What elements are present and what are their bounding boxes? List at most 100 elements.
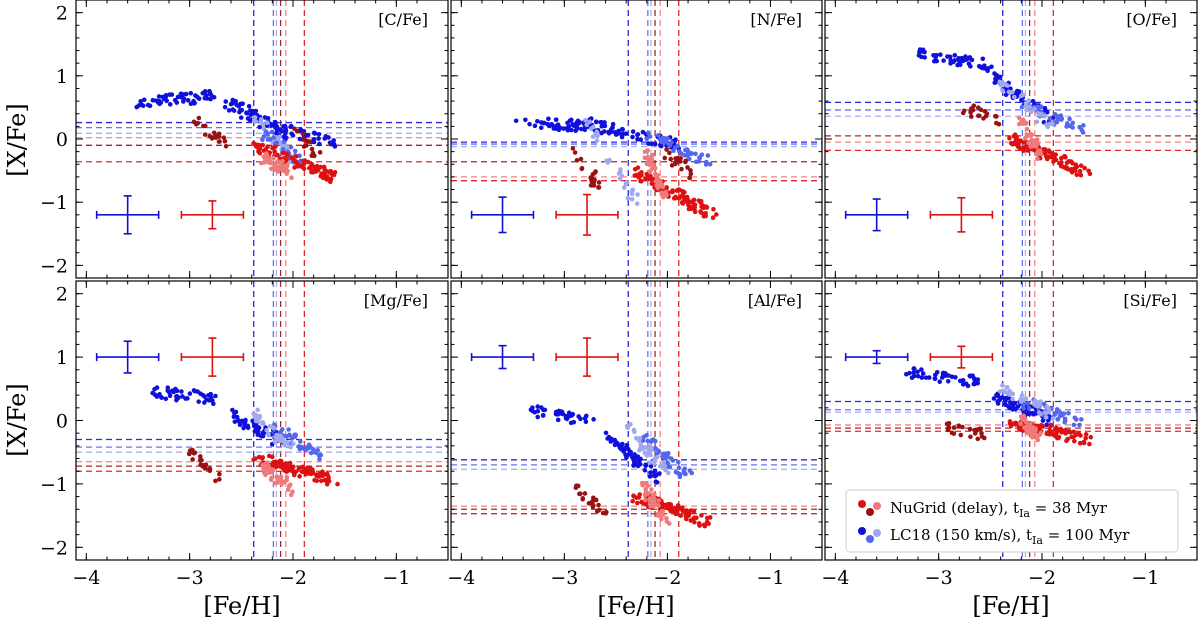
data-point	[1028, 131, 1033, 137]
data-point	[675, 511, 680, 517]
data-point	[290, 489, 295, 494]
data-point	[649, 437, 655, 443]
data-point	[259, 432, 264, 438]
data-point	[1019, 118, 1024, 124]
data-point	[659, 182, 665, 188]
data-point	[141, 97, 147, 103]
data-point	[644, 136, 650, 142]
data-point	[321, 164, 327, 170]
data-point	[999, 80, 1005, 85]
data-point	[272, 149, 277, 154]
data-point	[232, 419, 238, 424]
data-point	[593, 497, 599, 503]
data-point	[193, 121, 199, 127]
data-point	[649, 141, 654, 147]
data-point	[211, 401, 216, 407]
data-point	[204, 397, 209, 403]
data-point	[527, 121, 532, 127]
data-point	[573, 128, 578, 134]
data-point	[170, 389, 176, 394]
data-point	[299, 469, 305, 475]
data-point	[1016, 89, 1022, 94]
data-point	[661, 460, 666, 466]
data-point	[642, 155, 648, 161]
data-point	[1028, 109, 1034, 115]
error-bar-0	[844, 198, 909, 232]
data-point	[1017, 145, 1023, 151]
data-point	[674, 188, 680, 193]
data-point	[967, 426, 973, 432]
legend-box	[845, 489, 1179, 553]
data-point	[1022, 145, 1028, 150]
data-point	[198, 454, 203, 459]
data-point	[267, 424, 273, 429]
data-point	[639, 170, 644, 175]
y-tick-label: −1	[40, 474, 68, 496]
data-point	[325, 471, 330, 477]
data-point	[663, 189, 669, 195]
data-point	[281, 139, 287, 145]
data-point	[1025, 401, 1031, 406]
data-point	[292, 165, 297, 170]
data-point	[191, 388, 197, 393]
data-point	[275, 480, 280, 485]
data-point	[1018, 421, 1024, 427]
data-point	[948, 61, 953, 66]
data-point	[995, 393, 1001, 399]
data-point	[675, 155, 680, 161]
data-point	[1077, 168, 1083, 174]
data-point	[706, 521, 711, 527]
x-tick-label: −2	[653, 567, 681, 589]
data-point	[949, 374, 955, 380]
panel-3: −4 −3 −2 −1 −2 −1 0 1 2 [Mg/Fe]	[40, 280, 449, 589]
data-point	[213, 393, 218, 399]
x-tick-label: −3	[176, 567, 204, 589]
data-point	[283, 135, 289, 141]
data-point	[308, 450, 314, 456]
data-point	[968, 110, 973, 115]
data-point	[660, 194, 666, 200]
data-point	[1067, 123, 1073, 129]
data-point	[546, 116, 551, 122]
data-point	[1036, 410, 1042, 415]
data-point	[982, 108, 988, 114]
data-point	[1081, 123, 1086, 128]
data-point	[331, 172, 337, 178]
data-point	[1027, 104, 1033, 110]
data-point	[273, 434, 278, 440]
data-point	[240, 101, 245, 106]
data-point	[561, 126, 566, 131]
data-point	[626, 446, 631, 452]
data-point	[631, 427, 637, 433]
data-point	[635, 165, 641, 170]
data-point	[1070, 120, 1076, 126]
data-point	[654, 174, 659, 180]
data-point	[1029, 410, 1035, 416]
data-point	[638, 178, 643, 184]
data-point	[713, 212, 719, 217]
data-point	[266, 453, 272, 459]
data-point	[239, 107, 245, 113]
data-point	[630, 129, 636, 134]
data-point	[260, 142, 266, 148]
data-point	[1058, 410, 1063, 415]
data-point	[701, 522, 707, 528]
data-point	[301, 144, 307, 149]
data-point	[152, 392, 158, 398]
data-point	[588, 175, 593, 180]
data-point	[692, 519, 697, 525]
data-point	[963, 57, 969, 63]
data-point	[682, 466, 687, 472]
data-point	[683, 147, 688, 153]
data-point	[292, 148, 298, 154]
data-point	[1009, 89, 1015, 95]
data-point	[608, 439, 614, 444]
data-point	[327, 140, 333, 145]
data-point	[1026, 422, 1031, 428]
data-point	[206, 466, 212, 472]
data-point	[200, 464, 206, 469]
data-point	[1056, 160, 1062, 166]
panel-0: −2 −1 0 1 2 [C/Fe]	[40, 0, 449, 279]
data-point	[216, 131, 222, 137]
data-point	[1064, 160, 1070, 166]
